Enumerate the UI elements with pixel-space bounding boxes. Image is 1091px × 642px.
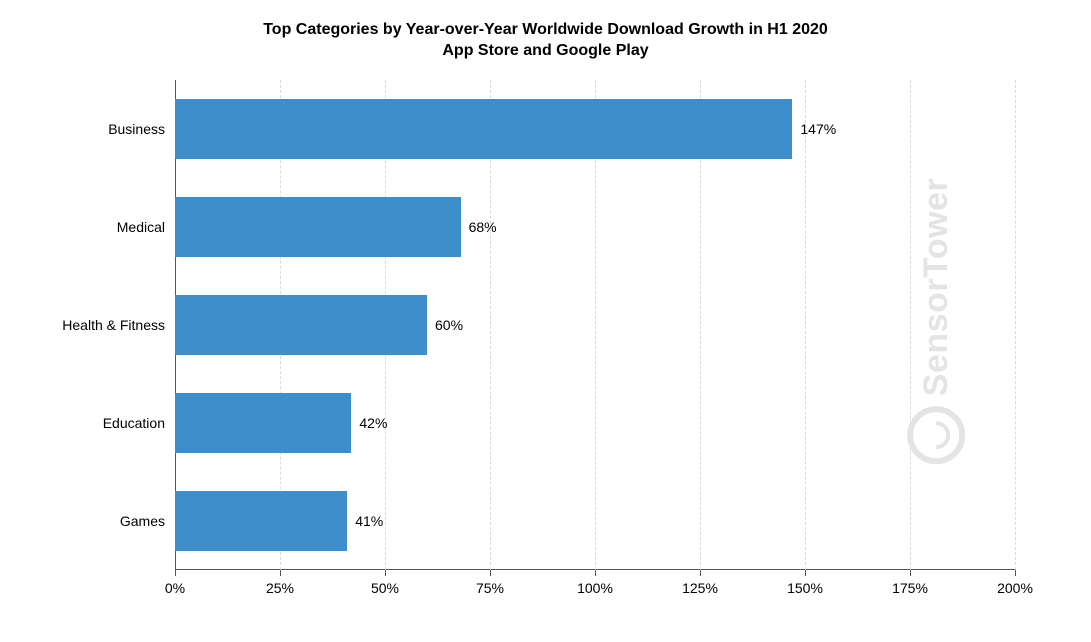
category-label: Games bbox=[120, 513, 165, 529]
x-tick-label: 0% bbox=[150, 580, 200, 596]
bar bbox=[175, 99, 792, 160]
x-tick-label: 75% bbox=[465, 580, 515, 596]
x-tick bbox=[175, 570, 176, 576]
category-label: Business bbox=[108, 121, 165, 137]
chart-title-line-1: Top Categories by Year-over-Year Worldwi… bbox=[263, 21, 828, 38]
x-tick bbox=[280, 570, 281, 576]
x-tick-label: 125% bbox=[675, 580, 725, 596]
bar-value-label: 60% bbox=[435, 317, 463, 333]
gridline bbox=[805, 80, 806, 570]
x-tick-label: 25% bbox=[255, 580, 305, 596]
bar bbox=[175, 295, 427, 356]
bar-value-label: 41% bbox=[355, 513, 383, 529]
category-label: Health & Fitness bbox=[62, 317, 165, 333]
category-label: Medical bbox=[117, 219, 165, 235]
bar bbox=[175, 393, 351, 454]
x-tick-label: 100% bbox=[570, 580, 620, 596]
x-tick bbox=[1015, 570, 1016, 576]
bar-value-label: 147% bbox=[800, 121, 836, 137]
x-tick bbox=[805, 570, 806, 576]
x-tick bbox=[595, 570, 596, 576]
plot-area: 147% 68% 60% 42% 41% bbox=[175, 80, 1015, 570]
category-label: Education bbox=[103, 415, 165, 431]
gridline bbox=[910, 80, 911, 570]
bar bbox=[175, 197, 461, 258]
x-tick-label: 50% bbox=[360, 580, 410, 596]
gridline bbox=[1015, 80, 1016, 570]
x-tick-label: 150% bbox=[780, 580, 830, 596]
bar bbox=[175, 491, 347, 552]
chart-container: Top Categories by Year-over-Year Worldwi… bbox=[0, 0, 1091, 642]
x-tick bbox=[910, 570, 911, 576]
chart-title-line-2: App Store and Google Play bbox=[442, 42, 648, 59]
x-tick-label: 175% bbox=[885, 580, 935, 596]
bar-value-label: 42% bbox=[359, 415, 387, 431]
x-tick bbox=[700, 570, 701, 576]
x-tick bbox=[490, 570, 491, 576]
x-tick bbox=[385, 570, 386, 576]
bar-value-label: 68% bbox=[469, 219, 497, 235]
chart-title: Top Categories by Year-over-Year Worldwi… bbox=[0, 20, 1091, 62]
x-tick-label: 200% bbox=[990, 580, 1040, 596]
